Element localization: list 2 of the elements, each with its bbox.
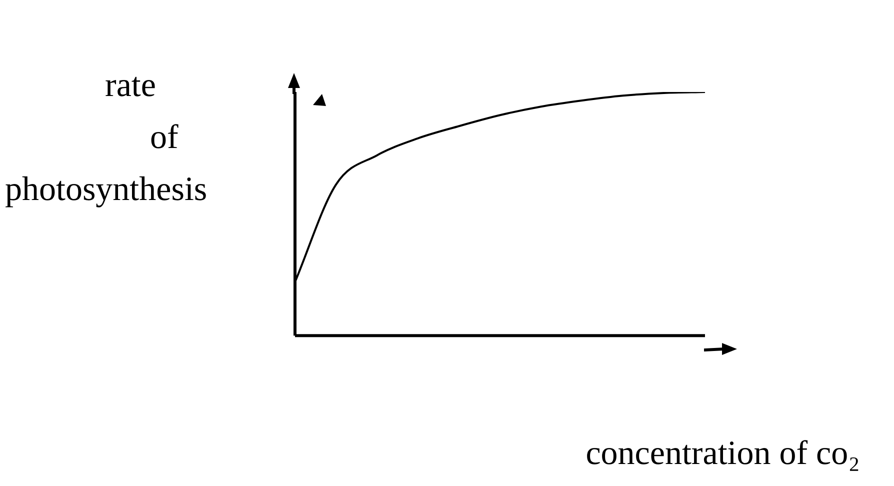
y-axis-title: rate of photosynthesis bbox=[5, 66, 208, 210]
x-axis-title: concentration of co₂ bbox=[586, 434, 860, 474]
